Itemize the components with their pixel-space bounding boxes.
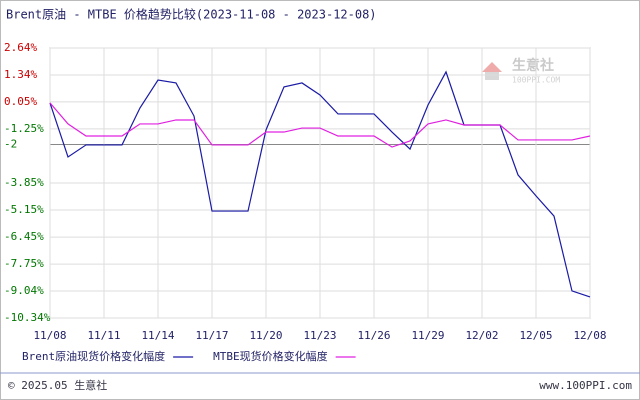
legend-label: Brent原油现货价格变化幅度 [22, 349, 165, 363]
footer-site: www.100PPI.com [539, 379, 632, 392]
x-tick-label: 11/23 [303, 329, 336, 342]
series-line [49, 102, 591, 148]
legend-label: MTBE现货价格变化幅度 [213, 349, 328, 363]
x-tick-label: 11/26 [357, 329, 390, 342]
x-tick-label: 12/08 [573, 329, 606, 342]
x-tick-label: 11/17 [195, 329, 228, 342]
y-tick-label: -3.85% [4, 176, 44, 189]
x-tick-label: 11/20 [249, 329, 282, 342]
y-tick-label: 1.34% [4, 68, 37, 81]
logo-roof [482, 62, 502, 72]
y-tick-label: -7.75% [4, 257, 44, 270]
x-tick-label: 11/11 [87, 329, 120, 342]
footer-copyright: © 2025.05 生意社 [8, 378, 107, 392]
y-tick-label: -1.25% [4, 122, 44, 135]
y-tick-label: -2 [4, 138, 17, 151]
x-tick-label: 12/05 [519, 329, 552, 342]
x-tick-label: 11/14 [141, 329, 174, 342]
y-tick-label: -5.15% [4, 203, 44, 216]
chart-title: Brent原油 - MTBE 价格趋势比较(2023-11-08 - 2023-… [6, 7, 377, 22]
x-tick-label: 12/02 [465, 329, 498, 342]
x-tick-label: 11/29 [411, 329, 444, 342]
watermark-name: 生意社 [512, 57, 554, 74]
y-tick-label: -6.45% [4, 230, 44, 243]
logo-body [485, 72, 499, 80]
y-tick-label: 2.64% [4, 41, 37, 54]
y-tick-label: -9.04% [4, 284, 44, 297]
y-tick-label: -10.34% [4, 311, 51, 324]
y-tick-label: 0.05% [4, 95, 37, 108]
x-tick-label: 11/08 [33, 329, 66, 342]
